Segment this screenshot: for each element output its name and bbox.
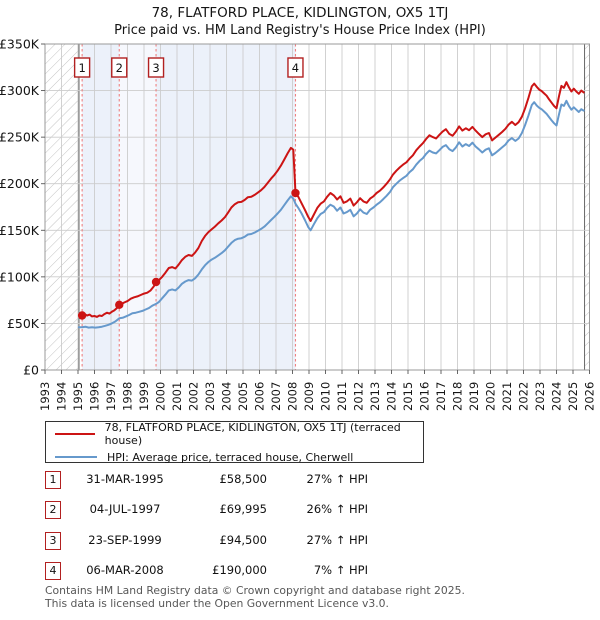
svg-text:2017: 2017 xyxy=(434,382,448,411)
hatch-areas xyxy=(45,44,590,370)
sale-table-row: 2 04-JUL-1997 £69,995 26% ↑ HPI xyxy=(45,501,375,521)
svg-text:2013: 2013 xyxy=(368,382,382,411)
sale-vs-hpi: 7% ↑ HPI xyxy=(313,563,368,577)
svg-text:2012: 2012 xyxy=(352,382,366,411)
page-subtitle: Price paid vs. HM Land Registry's House … xyxy=(114,23,486,38)
svg-text:2021: 2021 xyxy=(500,382,514,411)
footer-line1: Contains HM Land Registry data © Crown c… xyxy=(45,584,465,597)
svg-text:2023: 2023 xyxy=(533,382,547,411)
svg-text:£300K: £300K xyxy=(0,83,40,98)
sale-flag-number: 3 xyxy=(45,531,61,550)
svg-text:2009: 2009 xyxy=(302,382,316,411)
svg-text:1994: 1994 xyxy=(55,382,69,411)
legend-label: HPI: Average price, terraced house, Cher… xyxy=(107,450,354,464)
svg-text:1997: 1997 xyxy=(104,382,118,411)
svg-text:£200K: £200K xyxy=(0,176,40,191)
svg-text:2014: 2014 xyxy=(385,382,399,411)
sale-price: £94,500 xyxy=(219,532,267,547)
svg-text:2016: 2016 xyxy=(418,382,432,411)
sale-date: 23-SEP-1999 xyxy=(88,532,162,547)
svg-text:1996: 1996 xyxy=(88,382,102,411)
svg-text:2004: 2004 xyxy=(220,382,234,411)
hpi-line-swatch xyxy=(55,456,97,458)
svg-text:1: 1 xyxy=(78,61,85,75)
sale-price: £190,000 xyxy=(212,563,267,577)
price-chart: £0 £50K £100K £150K £200K £250K £300K £350K 1993… xyxy=(0,37,597,412)
svg-text:4: 4 xyxy=(292,61,299,75)
svg-text:1993: 1993 xyxy=(38,382,52,411)
sale-table-row: 3 23-SEP-1999 £94,500 27% ↑ HPI xyxy=(45,531,375,552)
svg-text:2019: 2019 xyxy=(467,382,481,411)
sale-date: 06-MAR-2008 xyxy=(86,563,164,577)
svg-text:2006: 2006 xyxy=(253,382,267,411)
svg-text:£250K: £250K xyxy=(0,130,40,145)
sale-price: £58,500 xyxy=(219,472,267,486)
svg-text:2001: 2001 xyxy=(170,382,184,411)
svg-text:2024: 2024 xyxy=(550,382,564,411)
svg-text:2010: 2010 xyxy=(319,382,333,411)
legend-item-hpi: HPI: Average price, terraced house, Cher… xyxy=(55,451,423,464)
svg-text:£50K: £50K xyxy=(7,316,40,331)
footer-line2: This data is licensed under the Open Gov… xyxy=(45,596,389,610)
sale-date: 04-JUL-1997 xyxy=(89,502,161,516)
sale-flags: 1 2 3 4 xyxy=(73,57,304,78)
svg-text:2011: 2011 xyxy=(335,382,349,411)
svg-text:£100K: £100K xyxy=(0,269,40,284)
svg-text:1998: 1998 xyxy=(121,382,135,411)
sale-date: 31-MAR-1995 xyxy=(86,472,164,486)
property-line-swatch xyxy=(55,432,95,435)
svg-text:2000: 2000 xyxy=(154,382,168,411)
svg-text:2015: 2015 xyxy=(401,382,415,411)
svg-text:£150K: £150K xyxy=(0,223,40,238)
svg-text:2003: 2003 xyxy=(203,382,217,411)
sale-price: £69,995 xyxy=(219,502,267,516)
sale-dots xyxy=(77,188,300,320)
sale-table-row: 4 06-MAR-2008 £190,000 7% ↑ HPI xyxy=(45,562,375,582)
sale-table-row: 1 31-MAR-1995 £58,500 27% ↑ HPI xyxy=(45,471,375,491)
axes xyxy=(41,43,590,374)
sale-flag-number: 1 xyxy=(45,471,61,489)
svg-text:1999: 1999 xyxy=(137,382,151,411)
svg-text:£0: £0 xyxy=(23,363,39,378)
sale-vs-hpi: 27% ↑ HPI xyxy=(306,472,368,486)
svg-text:£350K: £350K xyxy=(0,37,40,52)
page-title: 78, FLATFORD PLACE, KIDLINGTON, OX5 1TJ xyxy=(151,5,449,21)
svg-text:2005: 2005 xyxy=(236,382,250,411)
license-footer: Contains HM Land Registry data © Crown c… xyxy=(45,584,465,610)
legend-item-property: 78, FLATFORD PLACE, KIDLINGTON, OX5 1TJ … xyxy=(55,421,423,447)
gridlines xyxy=(44,43,590,371)
svg-text:2002: 2002 xyxy=(187,382,201,411)
svg-text:3: 3 xyxy=(152,61,159,75)
sale-flag-number: 2 xyxy=(45,501,61,519)
svg-text:2007: 2007 xyxy=(269,382,283,411)
svg-text:2022: 2022 xyxy=(517,382,531,411)
svg-text:1995: 1995 xyxy=(71,382,85,411)
svg-text:2008: 2008 xyxy=(286,382,300,411)
svg-text:2026: 2026 xyxy=(583,382,597,411)
chart-legend: 78, FLATFORD PLACE, KIDLINGTON, OX5 1TJ … xyxy=(45,421,424,464)
svg-text:2: 2 xyxy=(116,61,123,75)
axis-tick-labels: £0 £50K £100K £150K £200K £250K £300K £350K 1993… xyxy=(0,37,597,412)
legend-label: 78, FLATFORD PLACE, KIDLINGTON, OX5 1TJ … xyxy=(104,420,401,447)
sale-flag-number: 4 xyxy=(45,562,61,580)
svg-text:2020: 2020 xyxy=(484,382,498,411)
sale-vs-hpi: 27% ↑ HPI xyxy=(306,532,368,547)
svg-text:2025: 2025 xyxy=(566,382,580,411)
sale-vs-hpi: 26% ↑ HPI xyxy=(306,502,368,516)
svg-text:2018: 2018 xyxy=(451,382,465,411)
